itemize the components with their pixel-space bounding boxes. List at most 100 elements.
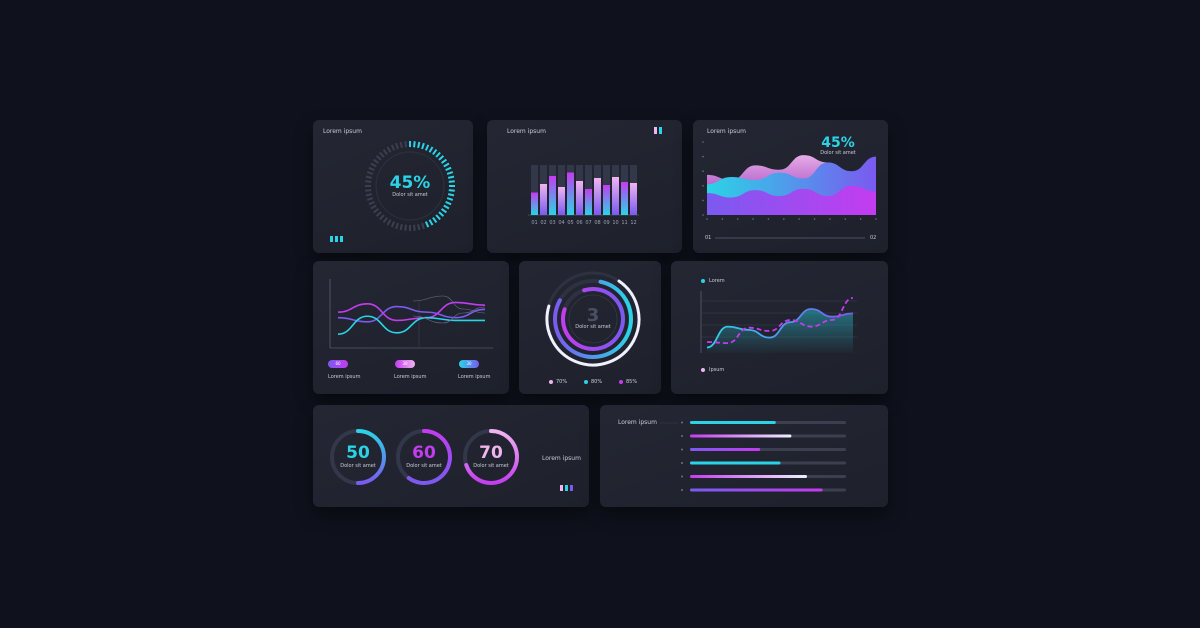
gauge-tick — [417, 223, 421, 231]
bar — [576, 181, 583, 215]
gauge-title: Lorem ipsum — [323, 128, 362, 135]
area-axis-dot — [783, 218, 785, 220]
area-chart-title: Lorem ipsum — [707, 128, 746, 135]
bar — [594, 178, 601, 215]
donut-2-caption: Dolor sit amet — [406, 463, 442, 469]
wave-faint-curve — [412, 295, 486, 314]
gauge-tick — [373, 208, 380, 214]
bar — [567, 172, 574, 215]
bar — [558, 187, 565, 215]
area-axis-dot — [702, 185, 704, 187]
gauge-tick — [445, 200, 452, 206]
gauge-tick — [448, 189, 455, 192]
gauge-tick — [404, 224, 407, 231]
area-chart-caption: Dolor sit amet — [820, 150, 856, 156]
legend-dot-icon — [619, 380, 623, 384]
wave-chart — [329, 279, 493, 349]
gauge-tick — [395, 142, 399, 150]
bar-tick-label: 10 — [612, 220, 618, 226]
gauge-tick — [447, 193, 455, 197]
area-axis-dot — [702, 170, 704, 172]
wave-label-3: Lorem ipsum — [458, 374, 491, 380]
gauge-tick — [366, 171, 374, 175]
ring-inner-circle — [568, 294, 618, 344]
area-axis-dot — [829, 218, 831, 220]
gauge-tick — [448, 180, 455, 183]
gauge-tick — [375, 155, 382, 161]
bar-tick-label: 03 — [549, 220, 555, 226]
gauge-tick — [382, 149, 388, 156]
gauge-tick — [435, 214, 441, 221]
bar-chart-legend-icon — [654, 127, 664, 134]
progress-bar-2 — [690, 434, 792, 438]
legend-dot-icon — [549, 380, 553, 384]
legend-dot-icon — [701, 279, 705, 283]
line-legend-bottom-label: Ipsum — [709, 367, 725, 373]
area-axis-dot — [702, 155, 704, 158]
line-legend-top-label: Lorem — [709, 278, 725, 284]
wave-series-3 — [337, 315, 485, 335]
bar — [630, 183, 637, 215]
area-chart-end-label: 02 — [870, 235, 877, 241]
donuts-card: 50 Dolor sit amet 60 Dolor sit amet 70 D… — [313, 405, 589, 507]
area-axis-dot — [752, 218, 754, 220]
gauge-tick — [445, 166, 452, 172]
gauge-tick — [417, 141, 421, 149]
gauge-tick — [446, 197, 454, 201]
progress-dot — [681, 435, 683, 437]
donut-1-caption: Dolor sit amet — [340, 463, 376, 469]
line-series-2 — [706, 297, 854, 345]
progress-chart — [660, 421, 846, 492]
donuts-chart — [330, 429, 519, 485]
donut-arc-3 — [464, 429, 519, 485]
gauge-inner-ring — [375, 151, 445, 221]
wave-chart-card: 60 30 30 Lorem ipsum Lorem ipsum Lorem i… — [313, 261, 509, 394]
gauge-tick — [382, 216, 388, 223]
donut-2-value: 60 — [412, 443, 436, 463]
progress-bar-4 — [690, 461, 781, 465]
gauge-tick — [379, 214, 385, 221]
line-series-1 — [706, 308, 854, 349]
gauge-caption: Dolor sit amet — [392, 192, 428, 198]
area-axis-dot — [702, 214, 704, 216]
bar-tick-label: 06 — [576, 220, 582, 226]
gauge-tick — [373, 158, 380, 164]
gauge-tick — [365, 189, 372, 192]
bar — [531, 192, 538, 215]
wave-series-1 — [337, 305, 486, 323]
progress-dot — [681, 448, 683, 451]
gauge-chart — [365, 141, 455, 231]
wave-pill-1: 60 — [328, 360, 348, 368]
bar-tick-label: 07 — [585, 220, 591, 226]
bar — [612, 177, 619, 215]
gauge-tick — [413, 224, 416, 231]
gauge-tick — [443, 162, 450, 168]
progress-bar-6 — [690, 488, 823, 492]
area-chart — [702, 141, 877, 239]
ring-arc-1 — [545, 279, 641, 367]
bar-tick-label: 01 — [531, 220, 537, 226]
gauge-tick — [443, 204, 450, 210]
progress-dot — [681, 421, 683, 424]
ring-arc-3 — [561, 287, 625, 351]
area-axis-dot — [736, 218, 739, 220]
area-axis-dot — [767, 218, 770, 220]
bar — [585, 189, 592, 215]
legend-dot-icon — [584, 380, 588, 384]
gauge-tick — [446, 171, 454, 175]
wave-series-2 — [337, 301, 486, 322]
donuts-indicator-icon — [560, 485, 574, 491]
gauge-tick — [432, 149, 438, 156]
gauge-tick — [365, 180, 372, 183]
wave-pill-2: 30 — [395, 360, 415, 368]
gauge-tick — [440, 158, 447, 164]
gauge-tick — [365, 175, 373, 179]
gauge-tick — [386, 219, 392, 226]
donut-3-value: 70 — [479, 443, 503, 463]
gauge-tick — [424, 144, 430, 151]
area-axis-dot — [859, 218, 862, 220]
area-axis-dot — [813, 218, 816, 220]
gauge-tick — [370, 162, 377, 168]
bar-tick-label: 02 — [540, 220, 546, 226]
gauge-tick — [440, 208, 447, 214]
